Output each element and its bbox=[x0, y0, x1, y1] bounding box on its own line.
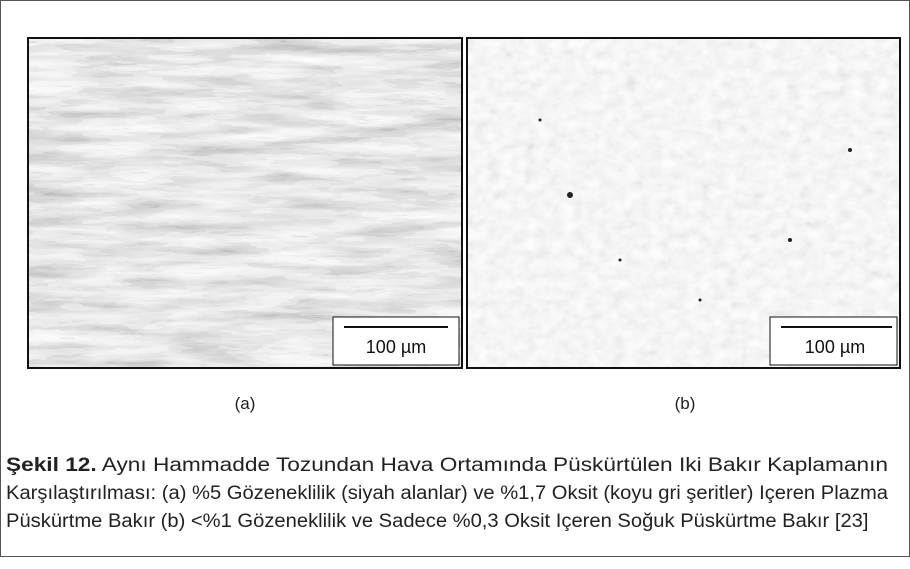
caption-line: Karşılaştırılması: (a) %5 Gözeneklilik (… bbox=[6, 480, 888, 508]
caption-label: Şekil 12. bbox=[6, 455, 97, 476]
scale-label: 100 µm bbox=[366, 337, 426, 357]
caption-text: Aynı Hammadde Tozundan Hava Ortamında Pü… bbox=[97, 455, 888, 476]
panel-label: (a) bbox=[235, 394, 256, 414]
caption-line: Şekil 12. Aynı Hammadde Tozundan Hava Or… bbox=[6, 452, 888, 480]
page: {"figure": {"scale_bar_a": "100 µm", "sc… bbox=[0, 0, 910, 569]
caption-line: Püskürtme Bakır (b) <%1 Gözeneklilik ve … bbox=[6, 508, 888, 536]
caption-text: Karşılaştırılması: (a) %5 Gözeneklilik (… bbox=[6, 480, 888, 508]
micrographs: 100 µm 100 µm bbox=[0, 0, 910, 380]
scale-label: 100 µm bbox=[805, 337, 865, 357]
caption-text: Püskürtme Bakır (b) <%1 Gözeneklilik ve … bbox=[6, 508, 868, 536]
panel-label: (b) bbox=[675, 394, 696, 414]
caption: Şekil 12. Aynı Hammadde Tozundan Hava Or… bbox=[6, 452, 888, 536]
